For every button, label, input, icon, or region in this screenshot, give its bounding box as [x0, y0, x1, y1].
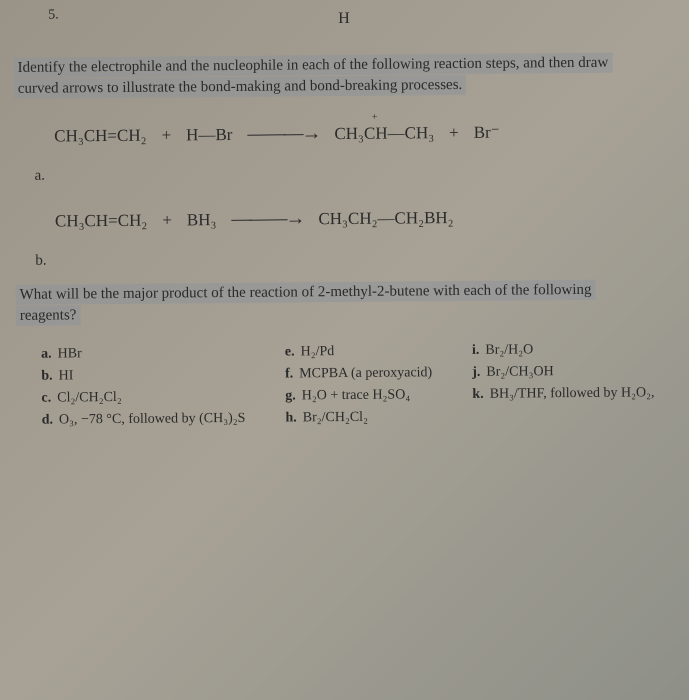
plus-b1: +: [162, 210, 172, 230]
plus-a1: +: [161, 125, 171, 145]
reagents-col-2: e.H₂/Pd f.MCPBA (a peroxyacid) g.H₂O + t…: [285, 343, 433, 426]
question-2-text: What will be the major product of the re…: [16, 279, 675, 327]
arrow-b: ———→: [231, 207, 303, 231]
question2-highlight-2: reagents?: [16, 305, 81, 326]
reagents-col-1: a.HBr b.HI c.Cl₂/CH₂Cl₂ d.O₃, −78 °C, fo…: [41, 345, 245, 429]
product-a2: Br⁻: [474, 122, 500, 142]
instruction-highlight-2: curved arrows to illustrate the bond-mak…: [14, 75, 467, 99]
handwritten-annotation: H: [338, 10, 350, 28]
reactant-b2: BH₃: [187, 210, 217, 230]
reactant-a1: CH₃CH=CH₂: [54, 125, 146, 146]
reagent-d: d.O₃, −78 °C, followed by (CH₃)₂S: [42, 411, 246, 429]
reagents-col-3: i.Br₂/H₂O j.Br₂/CH₃OH k.BH₃/THF, followe…: [472, 341, 655, 425]
question-number: 5.: [48, 7, 59, 23]
label-b: b.: [35, 247, 674, 270]
reaction-b: CH₃CH=CH₂ + BH₃ ———→ CH₃CH₂—CH₂BH₂: [55, 204, 674, 232]
instruction-highlight-1: Identify the electrophile and the nucleo…: [14, 53, 613, 78]
reagent-e: e.H₂/Pd: [285, 343, 432, 360]
reagent-i: i.Br₂/H₂O: [472, 341, 654, 359]
reaction-a: CH₃CH=CH₂ + H—Br ———→ CH₃CH—CH₃+ + Br⁻: [54, 119, 673, 147]
reagents-list: a.HBr b.HI c.Cl₂/CH₂Cl₂ d.O₃, −78 °C, fo…: [41, 341, 676, 429]
reagent-c: c.Cl₂/CH₂Cl₂: [41, 389, 245, 407]
product-a1: CH₃CH—CH₃+: [334, 123, 434, 144]
reagent-k: k.BH₃/THF, followed by H₂O₂,: [472, 385, 654, 403]
plus-a2: +: [449, 123, 459, 143]
reactant-a2: H—Br: [186, 124, 232, 144]
reagent-a: a.HBr: [41, 345, 245, 363]
arrow-a: ———→: [247, 122, 319, 146]
reagent-j: j.Br₂/CH₃OH: [472, 363, 654, 381]
reagent-g: g.H₂O + trace H₂SO₄: [285, 387, 432, 404]
product-b: CH₃CH₂—CH₂BH₂: [318, 208, 453, 229]
reactant-b1: CH₃CH=CH₂: [55, 210, 147, 231]
reagent-b: b.HI: [41, 367, 245, 385]
instruction-text: Identify the electrophile and the nucleo…: [14, 52, 673, 100]
question2-highlight-1: What will be the major product of the re…: [16, 280, 596, 305]
reagent-h: h.Br₂/CH₂Cl₂: [285, 409, 432, 426]
label-a: a.: [35, 162, 674, 185]
reagent-f: f.MCPBA (a peroxyacid): [285, 365, 432, 382]
